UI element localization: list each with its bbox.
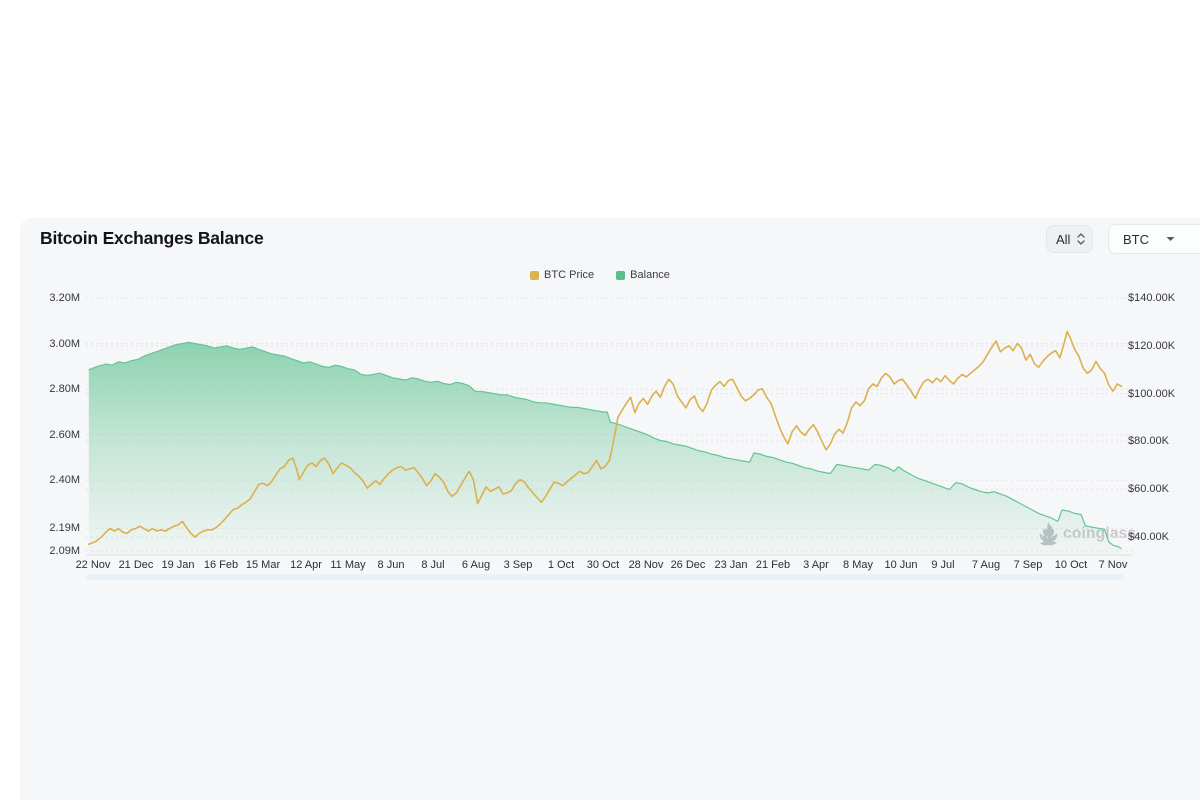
- y-right-tick-label: $140.00K: [1128, 292, 1176, 304]
- x-tick-label: 21 Feb: [755, 559, 791, 571]
- range-select[interactable]: All: [1046, 225, 1093, 253]
- range-select-value: All: [1056, 231, 1071, 247]
- x-tick-label: 28 Nov: [628, 559, 664, 571]
- y-left-tick-label: 3.00M: [49, 338, 80, 350]
- datazoom-strip[interactable]: [86, 574, 1124, 580]
- chart-legend: BTC Price Balance: [0, 269, 1200, 281]
- legend-item-btc-price[interactable]: BTC Price: [530, 269, 594, 281]
- x-tick-label: 30 Oct: [586, 559, 620, 571]
- btc-price-line: [88, 330, 1123, 545]
- x-tick-label: 6 Aug: [461, 559, 491, 571]
- x-tick-label: 8 Jun: [377, 559, 405, 571]
- page-title: Bitcoin Exchanges Balance: [40, 228, 264, 248]
- y-left-tick-label: 2.40M: [49, 474, 80, 486]
- y-right-tick-label: $40.00K: [1128, 531, 1169, 543]
- x-tick-label: 12 Apr: [290, 559, 322, 571]
- x-tick-label: 10 Oct: [1054, 559, 1088, 571]
- x-tick-label: 11 May: [330, 559, 366, 571]
- y-right-tick-label: $80.00K: [1128, 435, 1169, 447]
- x-tick-label: 10 Jun: [884, 559, 918, 571]
- y-right-tick-label: $60.00K: [1128, 483, 1169, 495]
- up-down-chevron-icon: [1077, 233, 1085, 245]
- y-left-tick-label: 3.20M: [49, 292, 80, 304]
- btc-price-line-series: [88, 330, 1123, 545]
- balance-area-series: [88, 341, 1122, 555]
- y-left-tick-label: 2.09M: [49, 545, 80, 557]
- x-tick-label: 3 Sep: [503, 559, 533, 571]
- y-right-tick-label: $100.00K: [1128, 388, 1176, 400]
- y-left-tick-label: 2.19M: [49, 522, 80, 534]
- x-tick-label: 7 Sep: [1013, 559, 1043, 571]
- x-tick-label: 9 Jul: [931, 559, 955, 571]
- x-tick-label: 8 Jul: [421, 559, 445, 571]
- x-tick-label: 23 Jan: [714, 559, 748, 571]
- x-tick-label: 7 Aug: [971, 559, 1001, 571]
- btc-price-swatch: [530, 270, 540, 280]
- y-left-tick-label: 2.60M: [49, 429, 80, 441]
- x-tick-label: 8 May: [843, 559, 873, 571]
- coin-select[interactable]: BTC: [1108, 224, 1200, 254]
- legend-item-balance[interactable]: Balance: [616, 269, 670, 281]
- legend-label: Balance: [630, 269, 670, 281]
- balance-area: [88, 342, 1122, 555]
- balance-swatch: [616, 270, 626, 280]
- legend-label: BTC Price: [544, 269, 595, 281]
- x-tick-label: 16 Feb: [203, 559, 239, 571]
- x-tick-label: 22 Nov: [75, 559, 111, 571]
- x-tick-label: 15 Mar: [245, 559, 281, 571]
- x-tick-label: 3 Apr: [803, 559, 829, 571]
- chevron-down-icon: [1166, 237, 1175, 241]
- x-tick-label: 26 Dec: [670, 559, 706, 571]
- x-tick-label: 21 Dec: [118, 559, 154, 571]
- balance-line: [88, 341, 1122, 550]
- y-left-tick-label: 2.80M: [49, 383, 80, 395]
- x-tick-label: 1 Oct: [547, 559, 575, 571]
- y-right-tick-label: $120.00K: [1128, 340, 1176, 352]
- coin-select-value: BTC: [1123, 231, 1149, 247]
- x-tick-label: 7 Nov: [1098, 559, 1128, 571]
- x-tick-label: 19 Jan: [161, 559, 195, 571]
